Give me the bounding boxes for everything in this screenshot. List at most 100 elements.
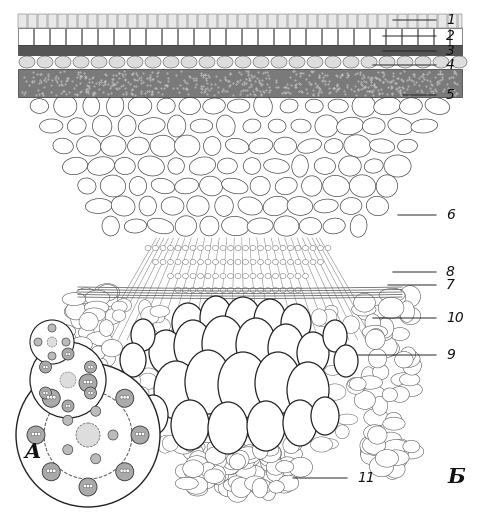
- Ellipse shape: [71, 454, 89, 473]
- Ellipse shape: [124, 219, 147, 233]
- FancyBboxPatch shape: [458, 14, 462, 28]
- Ellipse shape: [297, 332, 329, 374]
- Ellipse shape: [284, 447, 302, 461]
- Ellipse shape: [255, 352, 301, 414]
- Ellipse shape: [288, 246, 294, 250]
- FancyBboxPatch shape: [258, 28, 273, 45]
- Ellipse shape: [190, 273, 196, 279]
- Ellipse shape: [196, 460, 211, 472]
- Ellipse shape: [325, 139, 343, 153]
- Ellipse shape: [215, 481, 230, 493]
- FancyBboxPatch shape: [354, 28, 370, 45]
- Ellipse shape: [218, 352, 268, 418]
- Ellipse shape: [340, 197, 362, 214]
- Ellipse shape: [243, 119, 261, 133]
- FancyBboxPatch shape: [438, 14, 447, 28]
- Ellipse shape: [364, 409, 388, 426]
- Ellipse shape: [289, 457, 312, 477]
- Ellipse shape: [350, 215, 367, 237]
- Circle shape: [126, 469, 130, 472]
- Ellipse shape: [354, 293, 375, 312]
- FancyBboxPatch shape: [98, 28, 113, 45]
- Ellipse shape: [58, 451, 74, 464]
- FancyBboxPatch shape: [428, 14, 437, 28]
- FancyBboxPatch shape: [242, 28, 257, 45]
- Ellipse shape: [233, 430, 248, 444]
- Ellipse shape: [131, 387, 149, 399]
- Ellipse shape: [94, 284, 120, 301]
- Circle shape: [131, 426, 149, 444]
- FancyBboxPatch shape: [88, 14, 98, 28]
- Ellipse shape: [220, 273, 226, 279]
- Ellipse shape: [368, 328, 384, 346]
- FancyBboxPatch shape: [418, 28, 434, 45]
- Circle shape: [138, 432, 142, 436]
- Ellipse shape: [305, 99, 323, 113]
- FancyBboxPatch shape: [338, 14, 348, 28]
- Ellipse shape: [55, 56, 71, 68]
- FancyBboxPatch shape: [450, 28, 462, 45]
- Ellipse shape: [236, 318, 276, 372]
- Ellipse shape: [243, 287, 248, 292]
- FancyBboxPatch shape: [210, 28, 225, 45]
- Circle shape: [30, 342, 106, 418]
- Ellipse shape: [217, 115, 235, 137]
- FancyBboxPatch shape: [188, 14, 197, 28]
- Circle shape: [68, 353, 71, 355]
- Ellipse shape: [265, 287, 271, 292]
- Ellipse shape: [58, 335, 73, 354]
- Ellipse shape: [175, 478, 198, 490]
- Ellipse shape: [235, 260, 241, 265]
- Ellipse shape: [160, 260, 166, 265]
- FancyBboxPatch shape: [198, 14, 208, 28]
- Ellipse shape: [207, 439, 228, 455]
- FancyBboxPatch shape: [18, 14, 27, 28]
- Ellipse shape: [344, 135, 371, 157]
- Ellipse shape: [292, 155, 308, 177]
- FancyBboxPatch shape: [258, 14, 268, 28]
- Ellipse shape: [237, 454, 254, 469]
- Ellipse shape: [40, 119, 63, 133]
- Ellipse shape: [273, 260, 278, 265]
- Ellipse shape: [175, 464, 191, 478]
- Ellipse shape: [362, 386, 386, 405]
- Ellipse shape: [99, 320, 113, 336]
- FancyBboxPatch shape: [308, 14, 318, 28]
- FancyBboxPatch shape: [306, 28, 322, 45]
- Ellipse shape: [362, 118, 385, 134]
- Ellipse shape: [343, 56, 359, 68]
- Ellipse shape: [274, 216, 299, 236]
- Ellipse shape: [377, 318, 394, 338]
- FancyBboxPatch shape: [368, 14, 378, 28]
- Ellipse shape: [302, 273, 308, 279]
- Ellipse shape: [335, 425, 349, 439]
- FancyBboxPatch shape: [386, 28, 402, 45]
- Bar: [18, 69, 462, 97]
- Ellipse shape: [207, 470, 229, 483]
- Ellipse shape: [395, 352, 413, 368]
- Ellipse shape: [310, 437, 332, 452]
- Ellipse shape: [382, 341, 400, 356]
- Ellipse shape: [185, 462, 207, 481]
- Circle shape: [116, 463, 134, 481]
- Ellipse shape: [91, 56, 107, 68]
- Ellipse shape: [386, 461, 405, 478]
- Ellipse shape: [261, 444, 279, 456]
- Ellipse shape: [167, 115, 186, 137]
- Ellipse shape: [268, 119, 286, 133]
- Ellipse shape: [127, 56, 143, 68]
- FancyBboxPatch shape: [338, 28, 354, 45]
- Circle shape: [48, 324, 56, 332]
- Ellipse shape: [230, 442, 246, 455]
- Ellipse shape: [175, 273, 181, 279]
- Ellipse shape: [334, 345, 358, 377]
- Circle shape: [45, 365, 48, 369]
- Ellipse shape: [273, 273, 278, 279]
- Circle shape: [42, 463, 60, 481]
- Ellipse shape: [85, 198, 112, 213]
- Ellipse shape: [385, 412, 402, 428]
- Ellipse shape: [307, 56, 323, 68]
- Ellipse shape: [275, 461, 294, 473]
- Ellipse shape: [175, 260, 181, 265]
- Ellipse shape: [184, 440, 205, 453]
